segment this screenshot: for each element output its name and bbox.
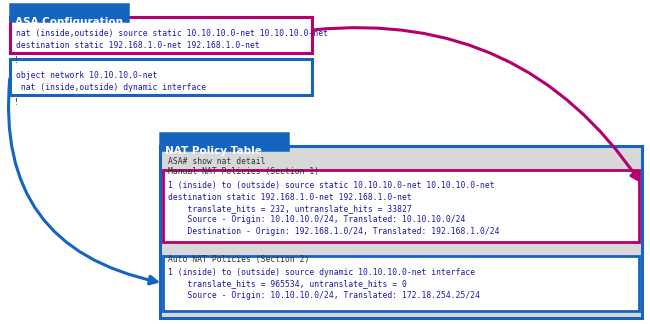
Bar xyxy=(160,133,288,150)
Text: Source - Origin: 10.10.10.0/24, Translated: 172.18.254.25/24: Source - Origin: 10.10.10.0/24, Translat… xyxy=(168,291,480,300)
Text: !: ! xyxy=(14,98,19,107)
Text: 1 (inside) to (outside) source dynamic 10.10.10.0-net interface: 1 (inside) to (outside) source dynamic 1… xyxy=(168,268,475,277)
Bar xyxy=(10,59,312,95)
Text: object network 10.10.10.0-net: object network 10.10.10.0-net xyxy=(16,71,157,80)
Text: Destination - Origin: 192.168.1.0/24, Translated: 192.168.1.0/24: Destination - Origin: 192.168.1.0/24, Tr… xyxy=(168,227,499,236)
Bar xyxy=(163,256,639,311)
Bar xyxy=(10,4,128,21)
Text: Source - Origin: 10.10.10.0/24, Translated: 10.10.10.0/24: Source - Origin: 10.10.10.0/24, Translat… xyxy=(168,215,465,225)
Text: translate_hits = 965534, untranslate_hits = 0: translate_hits = 965534, untranslate_hit… xyxy=(168,280,407,288)
Text: destination static 192.168.1.0-net 192.168.1.0-net: destination static 192.168.1.0-net 192.1… xyxy=(168,192,411,202)
Text: Auto NAT Policies (Section 2): Auto NAT Policies (Section 2) xyxy=(168,255,309,264)
Text: 1 (inside) to (outside) source static 10.10.10.0-net 10.10.10.0-net: 1 (inside) to (outside) source static 10… xyxy=(168,181,495,190)
Text: NAT Policy Table: NAT Policy Table xyxy=(165,146,262,156)
Text: destination static 192.168.1.0-net 192.168.1.0-net: destination static 192.168.1.0-net 192.1… xyxy=(16,41,260,50)
Bar xyxy=(160,146,642,318)
Text: nat (inside,outside) dynamic interface: nat (inside,outside) dynamic interface xyxy=(16,83,206,92)
Text: Manual NAT Policies (Section 1): Manual NAT Policies (Section 1) xyxy=(168,167,319,176)
Text: translate_hits = 232, untranslate_hits = 33827: translate_hits = 232, untranslate_hits =… xyxy=(168,204,411,213)
Text: ASA# show nat detail: ASA# show nat detail xyxy=(168,157,265,166)
Bar xyxy=(10,17,312,53)
Text: ASA Configuration: ASA Configuration xyxy=(15,17,123,27)
Text: !: ! xyxy=(14,56,19,65)
Text: nat (inside,outside) source static 10.10.10.0-net 10.10.10.0-net: nat (inside,outside) source static 10.10… xyxy=(16,29,328,38)
Bar xyxy=(163,170,639,242)
